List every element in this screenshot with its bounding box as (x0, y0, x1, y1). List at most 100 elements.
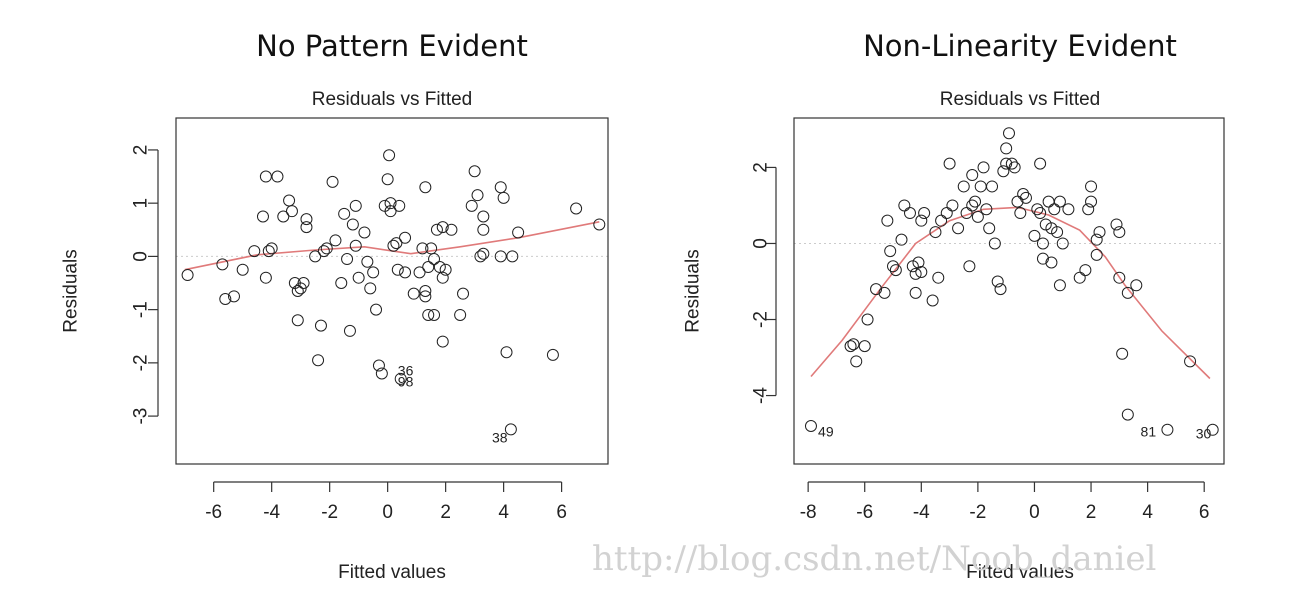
residual-point (1093, 226, 1106, 239)
residual-point (1053, 195, 1066, 208)
residual-point (1042, 195, 1055, 208)
residual-point (506, 250, 519, 263)
chart-title: Residuals vs Fitted (940, 89, 1101, 110)
residual-point (1034, 207, 1047, 220)
residual-point (477, 223, 490, 236)
residual-point (394, 372, 407, 385)
residual-point (912, 256, 925, 269)
residual-point (512, 226, 525, 239)
residual-point (971, 210, 984, 223)
residual-point (265, 242, 278, 255)
residual-point (1090, 248, 1103, 261)
residual-point (1161, 423, 1174, 436)
residual-point (903, 207, 916, 220)
plot-frame (175, 117, 609, 465)
residual-point (372, 359, 385, 372)
residual-point (445, 223, 458, 236)
residual-point (1184, 355, 1197, 368)
chart-heading: Non-Linearity Evident (863, 29, 1177, 63)
residual-point (847, 338, 860, 351)
residual-point (940, 207, 953, 220)
outlier-label: 38 (492, 429, 508, 445)
residual-point (1056, 237, 1069, 250)
residual-point (500, 346, 513, 359)
residual-point (381, 173, 394, 186)
outlier-label: 30 (1196, 425, 1212, 441)
residual-point (399, 231, 412, 244)
residual-point (312, 354, 325, 367)
residual-point (1005, 157, 1018, 170)
residual-point (285, 205, 298, 218)
y-tick-label: 0 (131, 251, 152, 262)
residual-point (387, 239, 400, 252)
y-tick-label: -4 (751, 387, 772, 404)
residual-point (932, 271, 945, 284)
residual-point (181, 269, 194, 282)
x-tick-label: 4 (498, 502, 509, 523)
residual-point (349, 239, 362, 252)
residual-point (262, 245, 275, 258)
residual-point (367, 266, 380, 279)
y-axis-label: Residuals (683, 249, 704, 332)
residual-point (419, 181, 432, 194)
residual-point (364, 282, 377, 295)
x-tick-label: 0 (382, 502, 393, 523)
residual-point (1113, 226, 1126, 239)
residual-point (361, 255, 374, 268)
residual-point (1017, 188, 1030, 201)
residual-point (465, 199, 478, 212)
residual-point (850, 355, 863, 368)
residual-point (300, 213, 313, 226)
y-tick-label: 1 (131, 198, 152, 209)
residual-point (346, 218, 359, 231)
residual-point (416, 242, 429, 255)
residual-point (236, 263, 249, 276)
residual-point (909, 267, 922, 280)
residual-point (259, 271, 272, 284)
y-tick-label: -2 (131, 354, 152, 371)
residual-point (497, 191, 510, 204)
y-tick-label: 0 (751, 238, 772, 249)
residual-point (335, 277, 348, 290)
residual-point (1085, 195, 1098, 208)
residual-point (1000, 157, 1013, 170)
residual-point (988, 237, 1001, 250)
residual-point (926, 294, 939, 307)
residual-point (1031, 203, 1044, 216)
residual-point (314, 319, 327, 332)
residual-point (915, 265, 928, 278)
residual-point (436, 335, 449, 348)
residual-point (1062, 203, 1075, 216)
residual-point (1000, 142, 1013, 155)
residual-point (1113, 271, 1126, 284)
residual-point (977, 161, 990, 174)
residual-point (256, 210, 269, 223)
x-tick-label: 6 (1199, 502, 1210, 523)
residual-point (870, 283, 883, 296)
residual-point (1036, 252, 1049, 265)
residual-point (477, 210, 490, 223)
residual-point (1121, 408, 1134, 421)
residual-point (952, 222, 965, 235)
x-tick-label: -6 (856, 502, 873, 523)
residual-point (895, 233, 908, 246)
residual-point (320, 242, 333, 255)
y-axis-label: Residuals (61, 249, 82, 332)
residual-point (966, 169, 979, 182)
x-tick-label: -6 (205, 502, 222, 523)
residual-point (994, 283, 1007, 296)
residual-point (1048, 203, 1061, 216)
plot-frame (793, 117, 1225, 465)
residual-point (1034, 157, 1047, 170)
residual-point (352, 271, 365, 284)
residual-point (957, 180, 970, 193)
residual-point (546, 348, 559, 361)
residual-point (338, 207, 351, 220)
residual-point (477, 247, 490, 260)
residual-point (969, 195, 982, 208)
residual-point (943, 157, 956, 170)
outlier-label: 49 (818, 424, 834, 440)
residual-point (986, 180, 999, 193)
y-tick-label: -2 (751, 311, 772, 328)
residual-point (407, 287, 420, 300)
